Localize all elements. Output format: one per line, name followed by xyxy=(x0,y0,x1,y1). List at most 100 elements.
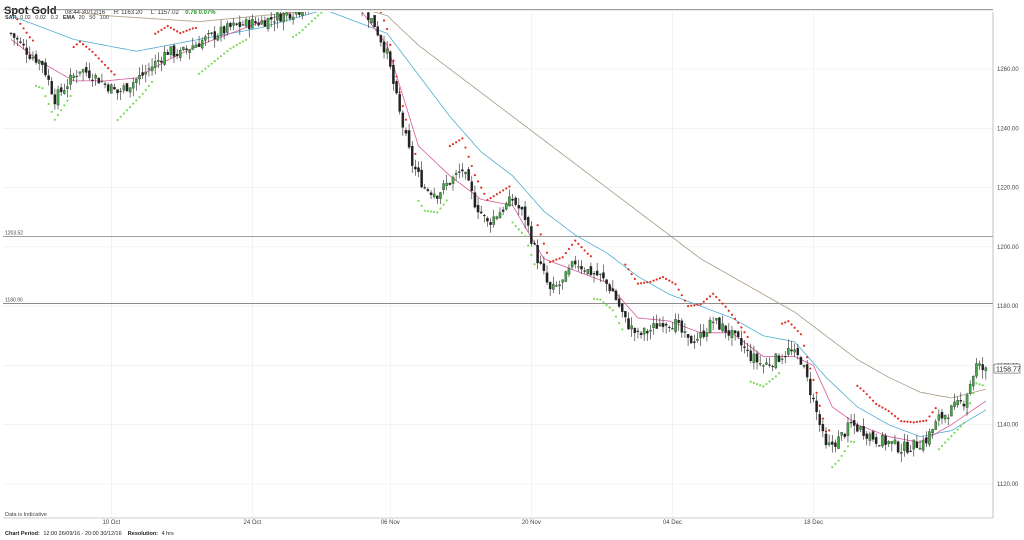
sar-dot xyxy=(160,28,163,31)
candles xyxy=(9,0,988,463)
sar-dot xyxy=(765,382,768,386)
candle-body xyxy=(787,348,790,355)
candle-body xyxy=(122,85,126,91)
candle-body xyxy=(724,325,727,333)
candle-body xyxy=(367,12,370,21)
sar-dot xyxy=(116,118,119,122)
sar-dot xyxy=(495,193,498,196)
sar-dot xyxy=(630,273,633,276)
sar-dot xyxy=(602,301,605,304)
candle-body xyxy=(269,17,273,20)
candle-body xyxy=(317,0,319,3)
sar-dot xyxy=(44,95,47,98)
sar-dot xyxy=(241,40,245,43)
sar-dot xyxy=(655,278,658,281)
sar-dot xyxy=(643,281,646,284)
candle-body xyxy=(254,21,257,24)
sar-dot xyxy=(777,372,781,375)
sar-dot xyxy=(480,186,483,189)
sar-dot xyxy=(417,199,420,203)
candle-body xyxy=(589,266,593,275)
sar-dot xyxy=(768,380,771,383)
candle-body xyxy=(285,12,289,16)
candle-body xyxy=(523,206,527,221)
sar-dot xyxy=(843,449,846,453)
sar-dot xyxy=(834,462,837,465)
candle-body xyxy=(476,204,480,213)
sar-dot xyxy=(900,420,903,423)
sar-dot xyxy=(592,297,596,300)
y-tick-label: 1120.00 xyxy=(997,482,1019,488)
sar-dot xyxy=(962,421,966,425)
candle-body xyxy=(501,209,505,212)
sar-dot xyxy=(442,203,445,206)
candle-body xyxy=(699,331,702,338)
sar-dot xyxy=(749,380,752,383)
candle-body xyxy=(605,279,608,284)
sar-dot xyxy=(652,279,655,282)
candle-body xyxy=(896,441,900,453)
sar-dot xyxy=(846,445,850,448)
sar-dot xyxy=(862,389,865,393)
sar-dot xyxy=(31,39,35,42)
sar-dot xyxy=(730,313,734,316)
period-value: 12:00 26/09/16 - 20:00 30/12/16 xyxy=(43,531,122,537)
candle-body xyxy=(389,51,392,67)
sar-dot xyxy=(379,12,382,14)
sar-dot xyxy=(60,109,63,112)
candle-body xyxy=(555,285,558,287)
sar-dot xyxy=(81,43,85,46)
sar-dot xyxy=(483,192,486,195)
sar-dot xyxy=(693,304,696,307)
candle-body xyxy=(595,270,599,276)
sar-dot xyxy=(567,247,571,251)
period-label: Chart Period: xyxy=(5,531,40,537)
candle-body xyxy=(733,330,737,334)
sar-dot xyxy=(915,420,919,423)
candle-body xyxy=(191,45,195,50)
candle-body xyxy=(291,16,295,21)
sar-dot xyxy=(737,321,740,324)
sar-dot xyxy=(959,425,962,428)
sar-dot xyxy=(918,420,922,423)
candle-body xyxy=(802,365,806,367)
candle-body xyxy=(63,90,66,94)
sar-dot xyxy=(38,85,41,89)
candle-body xyxy=(72,75,75,79)
candle-body xyxy=(229,22,232,27)
sar-dot xyxy=(75,43,78,46)
ema-param: 100 xyxy=(99,15,110,21)
sar-dot xyxy=(470,164,473,168)
candle-body xyxy=(175,53,179,56)
candle-body xyxy=(975,363,978,377)
candle-body xyxy=(106,84,110,92)
candle-body xyxy=(235,23,238,25)
candle-body xyxy=(686,334,690,338)
candle-body xyxy=(696,338,699,341)
candle-body xyxy=(947,417,950,419)
candle-body xyxy=(689,335,693,344)
candle-body xyxy=(179,50,182,58)
sar-dot xyxy=(141,92,144,95)
ema100-line xyxy=(72,12,987,399)
sar-dot xyxy=(439,207,442,210)
sar-dot xyxy=(377,3,379,5)
sar-dot xyxy=(219,55,223,58)
candle-body xyxy=(279,13,282,22)
candle-body xyxy=(498,212,502,219)
candle-body xyxy=(188,49,191,53)
sar-dot xyxy=(969,402,972,405)
candle-body xyxy=(862,426,865,436)
candle-body xyxy=(59,87,63,93)
sar-dot xyxy=(671,281,674,284)
sar-dot xyxy=(313,17,317,20)
candle-body xyxy=(436,195,439,199)
sar-dot xyxy=(476,180,480,183)
sar-dot xyxy=(100,60,104,63)
sar-dot xyxy=(934,407,937,410)
candle-body xyxy=(630,325,633,330)
sar-dot xyxy=(614,315,618,318)
y-tick-label: 1260.00 xyxy=(997,67,1019,73)
candle-body xyxy=(617,298,621,307)
